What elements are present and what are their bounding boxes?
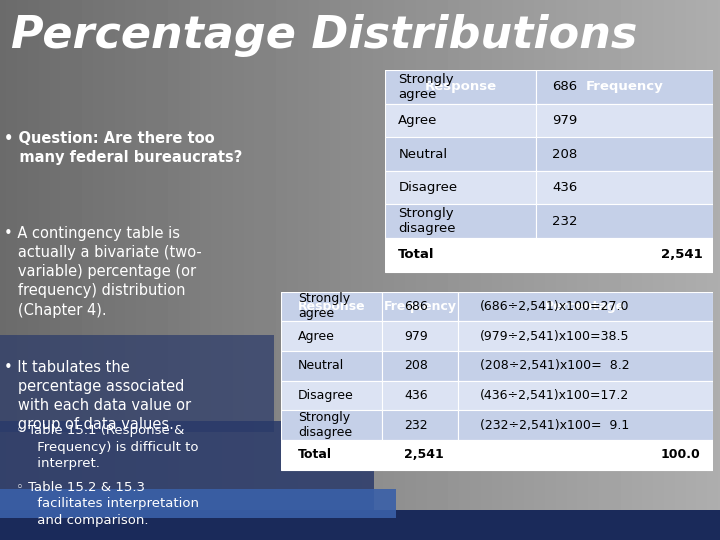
Text: Response: Response	[425, 80, 497, 93]
Bar	[385, 205, 536, 238]
Bar	[281, 321, 382, 351]
Text: 100.0: 100.0	[660, 448, 700, 462]
Bar	[458, 381, 713, 410]
Bar	[281, 381, 382, 410]
Bar	[536, 70, 713, 104]
Text: Agree: Agree	[298, 329, 335, 343]
Text: (979÷2,541)x100=38.5: (979÷2,541)x100=38.5	[480, 329, 629, 343]
Text: Response: Response	[298, 300, 365, 313]
Bar	[458, 321, 713, 351]
Bar	[536, 238, 713, 272]
Bar	[458, 292, 713, 321]
Bar	[385, 70, 536, 104]
Text: Disagree: Disagree	[298, 389, 354, 402]
Text: • It tabulates the
   percentage associated
   with each data value or
   group : • It tabulates the percentage associated…	[4, 360, 191, 432]
Bar	[458, 292, 713, 321]
Bar	[0, 510, 720, 540]
Text: ◦ Table 15.1 (Response &
     Frequency) is difficult to
     interpret.: ◦ Table 15.1 (Response & Frequency) is d…	[16, 424, 198, 470]
Text: (436÷2,541)x100=17.2: (436÷2,541)x100=17.2	[480, 389, 629, 402]
Bar	[281, 292, 382, 321]
Text: Total: Total	[398, 248, 435, 261]
Bar	[382, 440, 458, 470]
Text: • A contingency table is
   actually a bivariate (two-
   variable) percentage (: • A contingency table is actually a biva…	[4, 226, 202, 318]
Bar	[382, 292, 458, 321]
Text: Agree: Agree	[398, 114, 438, 127]
Bar	[385, 70, 536, 104]
Text: 686: 686	[404, 300, 428, 313]
Text: 686: 686	[552, 80, 577, 93]
Text: 979: 979	[404, 329, 428, 343]
Bar	[281, 292, 382, 321]
Bar	[458, 351, 713, 381]
Bar	[0, 335, 274, 432]
Text: 208: 208	[404, 359, 428, 373]
Text: 232: 232	[552, 215, 577, 228]
Text: (686÷2,541)x100=27.0: (686÷2,541)x100=27.0	[480, 300, 629, 313]
Text: Strongly
disagree: Strongly disagree	[298, 411, 352, 439]
Bar	[281, 410, 382, 440]
Text: 2,541: 2,541	[661, 248, 703, 261]
Text: Percentage Distributions: Percentage Distributions	[11, 14, 637, 57]
Text: Strongly
agree: Strongly agree	[398, 73, 454, 101]
Bar	[382, 292, 458, 321]
Text: Disagree: Disagree	[398, 181, 457, 194]
Bar	[458, 440, 713, 470]
Bar	[536, 205, 713, 238]
Text: Neutral: Neutral	[298, 359, 344, 373]
Text: Strongly
disagree: Strongly disagree	[398, 207, 456, 235]
Text: (232÷2,541)x100=  9.1: (232÷2,541)x100= 9.1	[480, 418, 629, 432]
Text: (208÷2,541)x100=  8.2: (208÷2,541)x100= 8.2	[480, 359, 629, 373]
Text: ◦ Table 15.2 & 15.3
     facilitates interpretation
     and comparison.: ◦ Table 15.2 & 15.3 facilitates interpre…	[16, 481, 199, 526]
Bar	[281, 351, 382, 381]
Bar	[0, 421, 374, 540]
Bar	[536, 137, 713, 171]
Text: 2,541: 2,541	[404, 448, 444, 462]
Bar	[385, 104, 536, 137]
Bar	[385, 171, 536, 205]
Bar	[385, 137, 536, 171]
Bar	[281, 440, 382, 470]
Bar	[0, 489, 396, 518]
Bar	[385, 238, 536, 272]
Bar	[536, 70, 713, 104]
Bar	[458, 410, 713, 440]
Text: Frequency: Frequency	[384, 300, 456, 313]
Bar	[382, 351, 458, 381]
Text: Neutral: Neutral	[398, 147, 447, 160]
Text: 979: 979	[552, 114, 577, 127]
Bar	[536, 171, 713, 205]
Bar	[382, 381, 458, 410]
Text: Strongly
agree: Strongly agree	[298, 293, 350, 320]
Text: 232: 232	[404, 418, 428, 432]
Bar	[382, 321, 458, 351]
Text: Percentage: Percentage	[545, 300, 626, 313]
Bar	[536, 104, 713, 137]
Text: Total: Total	[298, 448, 332, 462]
Text: • Question: Are there too
   many federal bureaucrats?: • Question: Are there too many federal b…	[4, 131, 242, 165]
Text: 436: 436	[404, 389, 428, 402]
Text: 436: 436	[552, 181, 577, 194]
Bar	[382, 410, 458, 440]
Text: Frequency: Frequency	[585, 80, 663, 93]
Text: 208: 208	[552, 147, 577, 160]
